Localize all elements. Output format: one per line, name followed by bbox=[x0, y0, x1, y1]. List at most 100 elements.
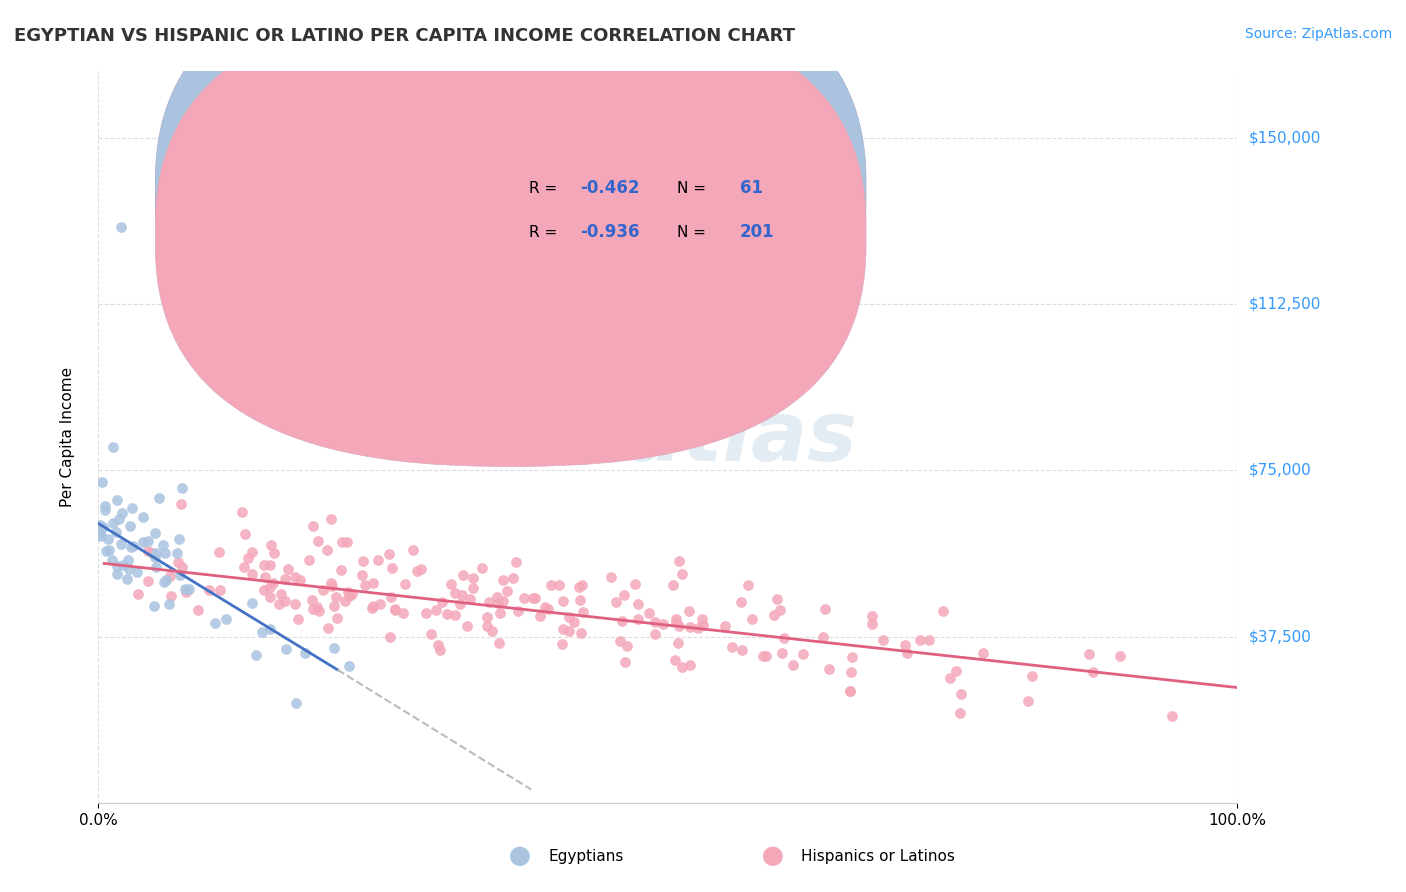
Point bbox=[839, 683, 862, 698]
Point bbox=[872, 633, 894, 648]
Point bbox=[89, 518, 111, 533]
Point bbox=[238, 550, 260, 565]
Point bbox=[690, 611, 713, 625]
Point bbox=[896, 646, 918, 660]
Point bbox=[259, 622, 281, 636]
Point bbox=[939, 672, 962, 686]
Point bbox=[624, 577, 647, 591]
Point bbox=[1109, 648, 1132, 663]
Point bbox=[166, 546, 188, 560]
Point bbox=[308, 604, 330, 618]
Point bbox=[444, 586, 467, 600]
Point bbox=[233, 527, 256, 541]
Point bbox=[548, 578, 571, 592]
Point bbox=[101, 440, 124, 454]
Text: Egyptians: Egyptians bbox=[548, 849, 624, 863]
Point bbox=[489, 606, 512, 620]
Point bbox=[337, 659, 360, 673]
Point bbox=[197, 583, 219, 598]
Point bbox=[665, 612, 688, 626]
Point bbox=[918, 633, 941, 648]
Point bbox=[274, 593, 297, 607]
Point bbox=[250, 624, 273, 639]
Point bbox=[259, 590, 281, 604]
Point bbox=[259, 558, 281, 572]
Point bbox=[378, 547, 401, 561]
Point bbox=[322, 640, 344, 655]
Point bbox=[665, 615, 688, 629]
Point bbox=[381, 561, 404, 575]
Point bbox=[949, 706, 972, 720]
Point bbox=[429, 642, 451, 657]
Point bbox=[679, 620, 702, 634]
Point bbox=[508, 604, 530, 618]
Point bbox=[551, 637, 574, 651]
Point bbox=[118, 519, 141, 533]
Point bbox=[540, 578, 562, 592]
Point bbox=[838, 683, 860, 698]
Point bbox=[91, 520, 114, 534]
Point bbox=[766, 591, 789, 606]
Point bbox=[120, 540, 142, 554]
Point bbox=[117, 552, 139, 566]
Point bbox=[145, 546, 167, 560]
Y-axis label: Per Capita Income: Per Capita Income bbox=[60, 367, 75, 508]
Text: Hispanics or Latinos: Hispanics or Latinos bbox=[801, 849, 955, 863]
Point bbox=[136, 544, 159, 558]
Point bbox=[432, 595, 454, 609]
Text: R =: R = bbox=[529, 225, 562, 240]
Point bbox=[481, 624, 503, 638]
Point bbox=[522, 591, 544, 605]
Point bbox=[336, 584, 359, 599]
Point bbox=[392, 606, 415, 620]
Point bbox=[360, 601, 382, 615]
FancyBboxPatch shape bbox=[156, 0, 866, 423]
Point bbox=[415, 606, 437, 620]
Point bbox=[173, 582, 195, 597]
Text: $37,500: $37,500 bbox=[1249, 629, 1312, 644]
Point bbox=[330, 563, 353, 577]
Point bbox=[720, 640, 742, 654]
Point bbox=[240, 596, 263, 610]
Point bbox=[111, 506, 134, 520]
Point bbox=[449, 597, 471, 611]
Point bbox=[668, 554, 690, 568]
Point bbox=[668, 636, 690, 650]
Point bbox=[361, 599, 384, 614]
Point bbox=[321, 575, 343, 590]
Point bbox=[121, 539, 143, 553]
FancyBboxPatch shape bbox=[156, 4, 866, 467]
Point bbox=[411, 562, 433, 576]
Point bbox=[108, 512, 131, 526]
Point bbox=[1021, 669, 1043, 683]
Point bbox=[557, 624, 579, 638]
Point bbox=[1017, 693, 1039, 707]
Point bbox=[301, 593, 323, 607]
Point bbox=[337, 589, 360, 603]
Point bbox=[860, 608, 883, 623]
Point bbox=[253, 582, 276, 597]
Point bbox=[488, 636, 510, 650]
Point bbox=[318, 621, 340, 635]
Point bbox=[96, 544, 118, 558]
Point bbox=[274, 572, 297, 586]
Point bbox=[97, 543, 120, 558]
Point bbox=[288, 573, 311, 587]
Point bbox=[730, 595, 752, 609]
Point bbox=[153, 574, 176, 589]
Point bbox=[627, 612, 650, 626]
Point bbox=[326, 611, 349, 625]
Point bbox=[368, 597, 391, 611]
Point bbox=[254, 569, 277, 583]
Point bbox=[136, 574, 159, 588]
Point bbox=[571, 578, 593, 592]
Point bbox=[111, 558, 134, 573]
Point bbox=[330, 535, 353, 549]
Point bbox=[644, 626, 666, 640]
Point bbox=[860, 617, 883, 632]
Text: $75,000: $75,000 bbox=[1249, 463, 1312, 478]
Point bbox=[143, 550, 166, 565]
Point bbox=[841, 665, 863, 679]
Point bbox=[1078, 647, 1101, 661]
Point bbox=[537, 602, 560, 616]
